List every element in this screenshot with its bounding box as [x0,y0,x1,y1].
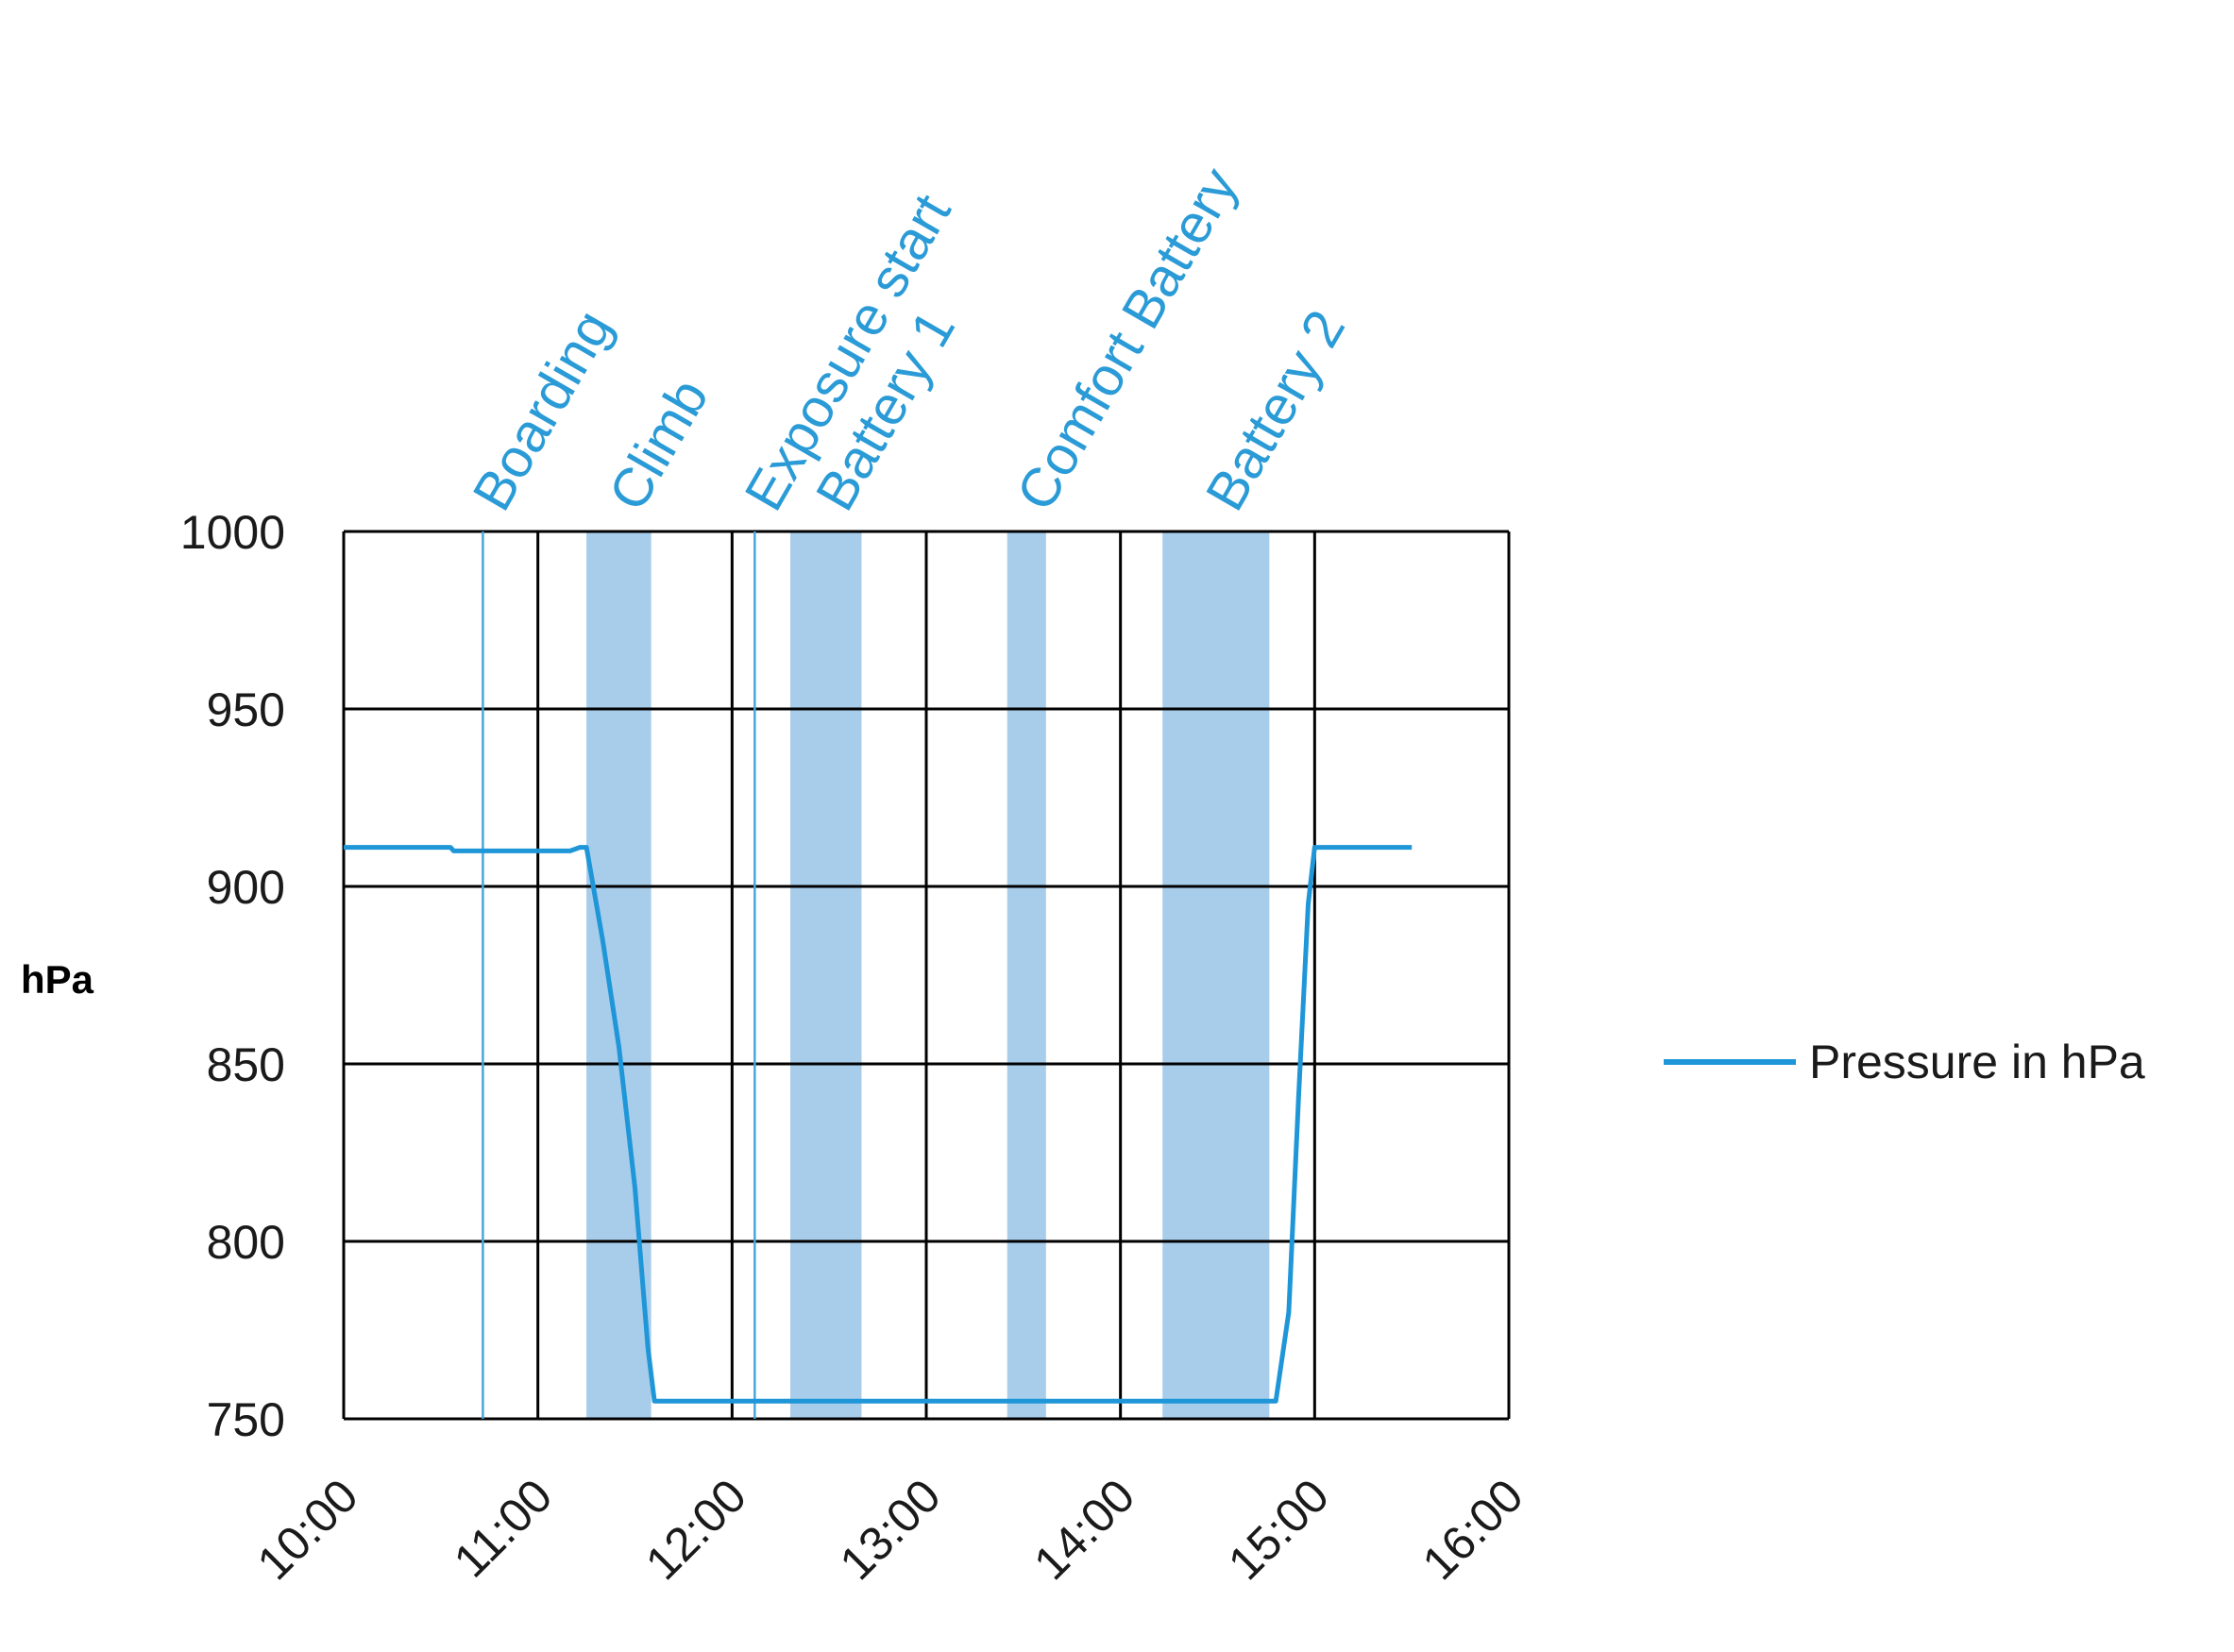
y-tick-label-2: 900 [207,861,285,914]
y-tick-label-1: 950 [207,683,285,736]
y-axis-ticks: 1000 950 900 850 800 750 [180,506,285,1446]
y-tick-label-5: 750 [207,1393,285,1446]
legend: Pressure in hPa [1664,1036,2145,1088]
x-tick-label-0: 10:00 [247,1469,368,1590]
y-tick-label-4: 800 [207,1216,285,1269]
event-bands [586,531,1270,1419]
series-layer [344,845,1413,1404]
legend-label: Pressure in hPa [1809,1036,2145,1088]
x-axis-ticks: 10:00 11:00 12:00 13:00 14:00 15:00 16:00 [247,1469,1533,1590]
y-axis-label: hPa [21,957,94,1002]
event-band-5 [1162,531,1270,1419]
x-tick-label-3: 13:00 [830,1469,951,1590]
series-line-0 [344,845,1413,1404]
x-tick-label-4: 14:00 [1024,1469,1144,1590]
grid [342,530,1511,1421]
y-tick-label-0: 1000 [180,506,285,559]
x-tick-label-2: 12:00 [635,1469,756,1590]
event-lines [482,531,756,1419]
x-tick-label-6: 16:00 [1413,1469,1533,1590]
event-band-3 [790,531,862,1419]
y-tick-label-3: 850 [207,1038,285,1091]
x-tick-label-5: 15:00 [1218,1469,1339,1590]
event-band-4 [1007,531,1046,1419]
event-label-5: Battery 2 [1194,300,1357,521]
event-label-1: Climb [597,369,719,521]
x-tick-label-1: 11:00 [444,1469,562,1587]
